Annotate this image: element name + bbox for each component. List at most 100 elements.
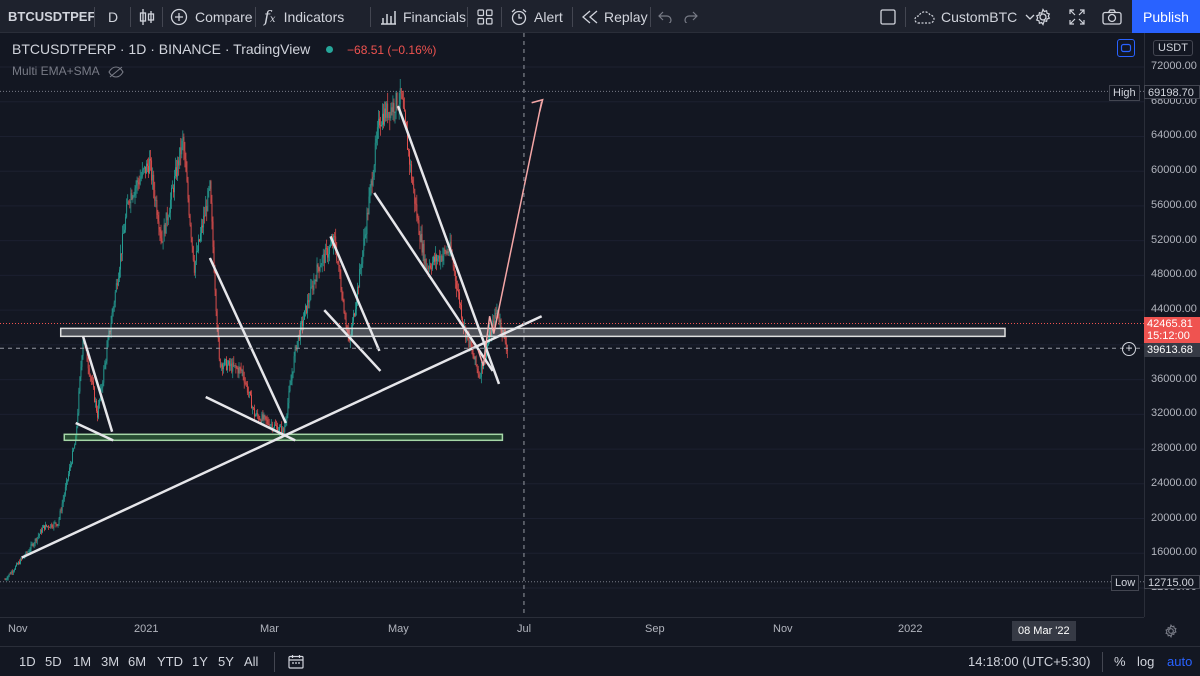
- candle-body: [206, 205, 208, 212]
- candle-body: [91, 380, 93, 383]
- divider: [370, 7, 371, 27]
- candle-body: [329, 246, 330, 255]
- price-tick-label: 28000.00: [1151, 442, 1197, 455]
- candle-body: [101, 387, 103, 389]
- timeframe-1d[interactable]: 1D: [19, 654, 36, 669]
- replay-button[interactable]: Replay: [581, 0, 648, 33]
- publish-button[interactable]: Publish: [1132, 0, 1200, 33]
- financials-button[interactable]: Financials: [380, 0, 466, 33]
- candle-body: [90, 376, 92, 381]
- candle-body: [125, 217, 127, 230]
- price-tick-label: 24000.00: [1151, 476, 1197, 489]
- layout-menu[interactable]: CustomBTC: [913, 0, 1035, 33]
- candle-body: [129, 201, 131, 204]
- candle-body: [358, 286, 359, 288]
- candle-body: [134, 188, 136, 196]
- candle-body: [423, 243, 425, 264]
- price-tick-label: 16000.00: [1151, 546, 1197, 559]
- timeframe-ytd[interactable]: YTD: [157, 654, 183, 669]
- candle-body: [48, 526, 50, 528]
- candle-body: [339, 265, 341, 277]
- candle-body: [454, 271, 456, 282]
- timeframe-all[interactable]: All: [244, 654, 259, 669]
- candle-body: [160, 231, 162, 239]
- candle-body: [71, 463, 72, 466]
- candle-body: [468, 335, 470, 348]
- candle-body: [34, 538, 36, 544]
- fullscreen-button[interactable]: [1069, 0, 1085, 33]
- timeframe-1y[interactable]: 1Y: [192, 654, 208, 669]
- alert-button[interactable]: Alert: [510, 0, 563, 33]
- templates-button[interactable]: [477, 0, 493, 33]
- auto-toggle[interactable]: auto: [1167, 654, 1193, 669]
- candle-body: [501, 330, 503, 336]
- candle-body: [424, 258, 426, 264]
- hide-eye-icon[interactable]: [108, 66, 125, 78]
- clock-timezone[interactable]: 14:18:00 (UTC+5:30): [968, 654, 1091, 669]
- uptrend-line: [21, 315, 543, 559]
- date-range-button[interactable]: [288, 647, 304, 676]
- log-toggle[interactable]: log: [1137, 654, 1155, 669]
- candle-body: [137, 180, 139, 183]
- candle-body: [21, 558, 23, 560]
- candle-body: [257, 412, 259, 416]
- add-alert-plus-icon[interactable]: +: [1122, 342, 1136, 356]
- candle-body: [286, 414, 288, 421]
- candle-body: [266, 419, 268, 421]
- candle-body: [211, 202, 213, 222]
- candle-body: [506, 349, 508, 352]
- interval-button[interactable]: D: [108, 0, 118, 33]
- fullscreen-toggle[interactable]: [880, 0, 896, 33]
- candle-body: [394, 112, 396, 113]
- candles-style-button[interactable]: [139, 0, 155, 33]
- candle-body: [62, 498, 64, 504]
- auto-scale-button[interactable]: [1117, 39, 1135, 57]
- chevron-down-icon: [1025, 14, 1035, 20]
- candle-body: [182, 136, 184, 141]
- settings-button[interactable]: [1034, 0, 1052, 33]
- percent-toggle[interactable]: %: [1114, 654, 1126, 669]
- timeframe-5d[interactable]: 5D: [45, 654, 62, 669]
- candle-body: [336, 250, 338, 262]
- symbol-search[interactable]: BTCUSDTPEF: [8, 0, 95, 33]
- candle-body: [338, 263, 340, 266]
- redo-button[interactable]: [684, 0, 698, 33]
- candle-body: [421, 233, 423, 253]
- axis-settings-button[interactable]: [1164, 623, 1178, 643]
- candle-body: [383, 113, 384, 125]
- candle-body: [399, 88, 401, 105]
- candle-body: [205, 205, 207, 217]
- snapshot-button[interactable]: [1102, 0, 1122, 33]
- candle-body: [305, 305, 306, 311]
- candle-body: [445, 250, 447, 254]
- time-axis[interactable]: [0, 617, 1144, 646]
- timeframe-6m[interactable]: 6M: [128, 654, 147, 669]
- rewind-icon: [582, 10, 598, 23]
- candle-body: [476, 365, 478, 369]
- candle-body: [434, 256, 435, 262]
- chart-pane[interactable]: BTCUSDTPERP · 1D · BINANCE · TradingView…: [0, 33, 1144, 617]
- compare-button[interactable]: Compare: [170, 0, 253, 33]
- timeframe-3m[interactable]: 3M: [101, 654, 120, 669]
- candle-body: [401, 93, 403, 99]
- chart-legend: BTCUSDTPERP · 1D · BINANCE · TradingView…: [12, 41, 436, 57]
- candle-body: [396, 92, 398, 109]
- candle-body: [312, 285, 314, 291]
- undo-button[interactable]: [658, 0, 672, 33]
- currency-label[interactable]: USDT: [1153, 40, 1193, 56]
- candle-body: [361, 263, 363, 268]
- candle-body: [317, 264, 319, 268]
- timeframe-5y[interactable]: 5Y: [218, 654, 234, 669]
- candle-body: [166, 212, 168, 221]
- candle-body: [372, 176, 374, 186]
- candle-body: [28, 551, 30, 553]
- price-tick-label: 64000.00: [1151, 129, 1197, 142]
- high-value: 69198.70: [1148, 87, 1194, 99]
- candle-body: [235, 365, 237, 368]
- indicators-button[interactable]: fx Indicators: [264, 0, 344, 33]
- price-chart[interactable]: [0, 33, 1144, 617]
- timeframe-1m[interactable]: 1M: [73, 654, 92, 669]
- candle-body: [316, 264, 318, 282]
- candle-body: [324, 247, 326, 263]
- candle-body: [458, 290, 459, 293]
